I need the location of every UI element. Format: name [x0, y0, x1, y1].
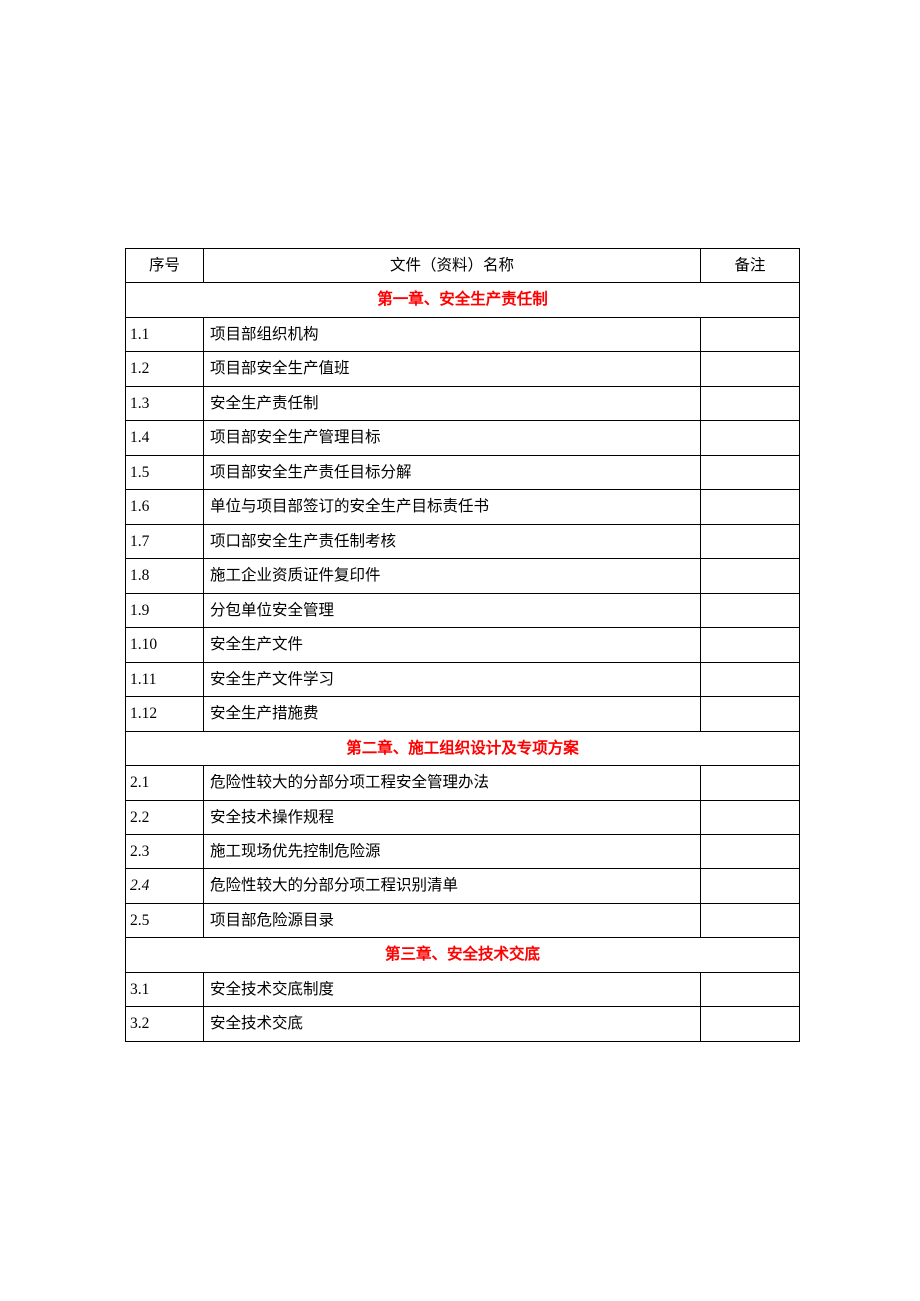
row-name: 安全技术交底制度	[204, 972, 701, 1006]
row-note	[701, 1007, 800, 1041]
row-name: 安全生产文件学习	[204, 662, 701, 696]
table-row: 1.1项目部组织机构	[126, 317, 800, 351]
table-row: 1.10安全生产文件	[126, 628, 800, 662]
row-note	[701, 903, 800, 937]
row-note	[701, 662, 800, 696]
chapter-title: 第二章、施工组织设计及专项方案	[126, 731, 800, 765]
table-row: 1.8施工企业资质证件复印件	[126, 559, 800, 593]
header-name: 文件（资料）名称	[204, 249, 701, 283]
chapter-row: 第二章、施工组织设计及专项方案	[126, 731, 800, 765]
row-seq: 1.8	[126, 559, 204, 593]
table-row: 2.5项目部危险源目录	[126, 903, 800, 937]
header-seq: 序号	[126, 249, 204, 283]
row-name: 项目部安全生产责任目标分解	[204, 455, 701, 489]
row-seq: 3.2	[126, 1007, 204, 1041]
table-row: 1.5项目部安全生产责任目标分解	[126, 455, 800, 489]
row-name: 危险性较大的分部分项工程识别清单	[204, 869, 701, 903]
row-note	[701, 697, 800, 731]
row-note	[701, 800, 800, 834]
row-note	[701, 455, 800, 489]
row-note	[701, 834, 800, 868]
row-note	[701, 766, 800, 800]
row-seq: 1.10	[126, 628, 204, 662]
table-row: 2.3施工现场优先控制危险源	[126, 834, 800, 868]
row-name: 单位与项目部签订的安全生产目标责任书	[204, 490, 701, 524]
row-note	[701, 317, 800, 351]
chapter-title: 第一章、安全生产责任制	[126, 283, 800, 317]
row-seq: 1.6	[126, 490, 204, 524]
row-note	[701, 972, 800, 1006]
row-seq: 1.9	[126, 593, 204, 627]
row-seq: 2.5	[126, 903, 204, 937]
chapter-row: 第三章、安全技术交底	[126, 938, 800, 972]
row-name: 施工现场优先控制危险源	[204, 834, 701, 868]
row-name: 项目部安全生产值班	[204, 352, 701, 386]
row-name: 安全技术操作规程	[204, 800, 701, 834]
table-row: 3.1安全技术交底制度	[126, 972, 800, 1006]
row-name: 施工企业资质证件复印件	[204, 559, 701, 593]
row-note	[701, 421, 800, 455]
table-header-row: 序号 文件（资料）名称 备注	[126, 249, 800, 283]
row-seq: 2.4	[126, 869, 204, 903]
table-row: 3.2安全技术交底	[126, 1007, 800, 1041]
row-seq: 1.1	[126, 317, 204, 351]
table-row: 2.2安全技术操作规程	[126, 800, 800, 834]
row-name: 安全技术交底	[204, 1007, 701, 1041]
row-seq: 1.5	[126, 455, 204, 489]
row-note	[701, 628, 800, 662]
row-seq: 1.3	[126, 386, 204, 420]
row-name: 安全生产文件	[204, 628, 701, 662]
row-seq: 2.3	[126, 834, 204, 868]
row-name: 危险性较大的分部分项工程安全管理办法	[204, 766, 701, 800]
row-seq: 1.12	[126, 697, 204, 731]
chapter-row: 第一章、安全生产责任制	[126, 283, 800, 317]
document-page: 序号 文件（资料）名称 备注 第一章、安全生产责任制 1.1项目部组织机构 1.…	[125, 248, 799, 1042]
row-seq: 3.1	[126, 972, 204, 1006]
table-row: 1.4项目部安全生产管理目标	[126, 421, 800, 455]
table-row: 1.2项目部安全生产值班	[126, 352, 800, 386]
row-name: 项口部安全生产责任制考核	[204, 524, 701, 558]
table-row: 1.3安全生产责任制	[126, 386, 800, 420]
row-name: 安全生产措施费	[204, 697, 701, 731]
row-seq: 1.4	[126, 421, 204, 455]
table-row: 2.1危险性较大的分部分项工程安全管理办法	[126, 766, 800, 800]
table-row: 1.6单位与项目部签订的安全生产目标责任书	[126, 490, 800, 524]
table-body: 序号 文件（资料）名称 备注 第一章、安全生产责任制 1.1项目部组织机构 1.…	[126, 249, 800, 1042]
table-row: 1.11安全生产文件学习	[126, 662, 800, 696]
row-note	[701, 869, 800, 903]
table-row: 1.9分包单位安全管理	[126, 593, 800, 627]
row-name: 项目部组织机构	[204, 317, 701, 351]
row-name: 项目部危险源目录	[204, 903, 701, 937]
contents-table: 序号 文件（资料）名称 备注 第一章、安全生产责任制 1.1项目部组织机构 1.…	[125, 248, 800, 1042]
row-note	[701, 490, 800, 524]
row-seq: 1.2	[126, 352, 204, 386]
row-seq: 1.7	[126, 524, 204, 558]
row-note	[701, 386, 800, 420]
chapter-title: 第三章、安全技术交底	[126, 938, 800, 972]
table-row: 2.4危险性较大的分部分项工程识别清单	[126, 869, 800, 903]
header-note: 备注	[701, 249, 800, 283]
row-seq: 2.2	[126, 800, 204, 834]
row-seq: 1.11	[126, 662, 204, 696]
row-name: 安全生产责任制	[204, 386, 701, 420]
table-row: 1.12安全生产措施费	[126, 697, 800, 731]
row-name: 项目部安全生产管理目标	[204, 421, 701, 455]
row-name: 分包单位安全管理	[204, 593, 701, 627]
row-note	[701, 559, 800, 593]
row-note	[701, 524, 800, 558]
row-seq: 2.1	[126, 766, 204, 800]
table-row: 1.7项口部安全生产责任制考核	[126, 524, 800, 558]
row-note	[701, 352, 800, 386]
row-note	[701, 593, 800, 627]
